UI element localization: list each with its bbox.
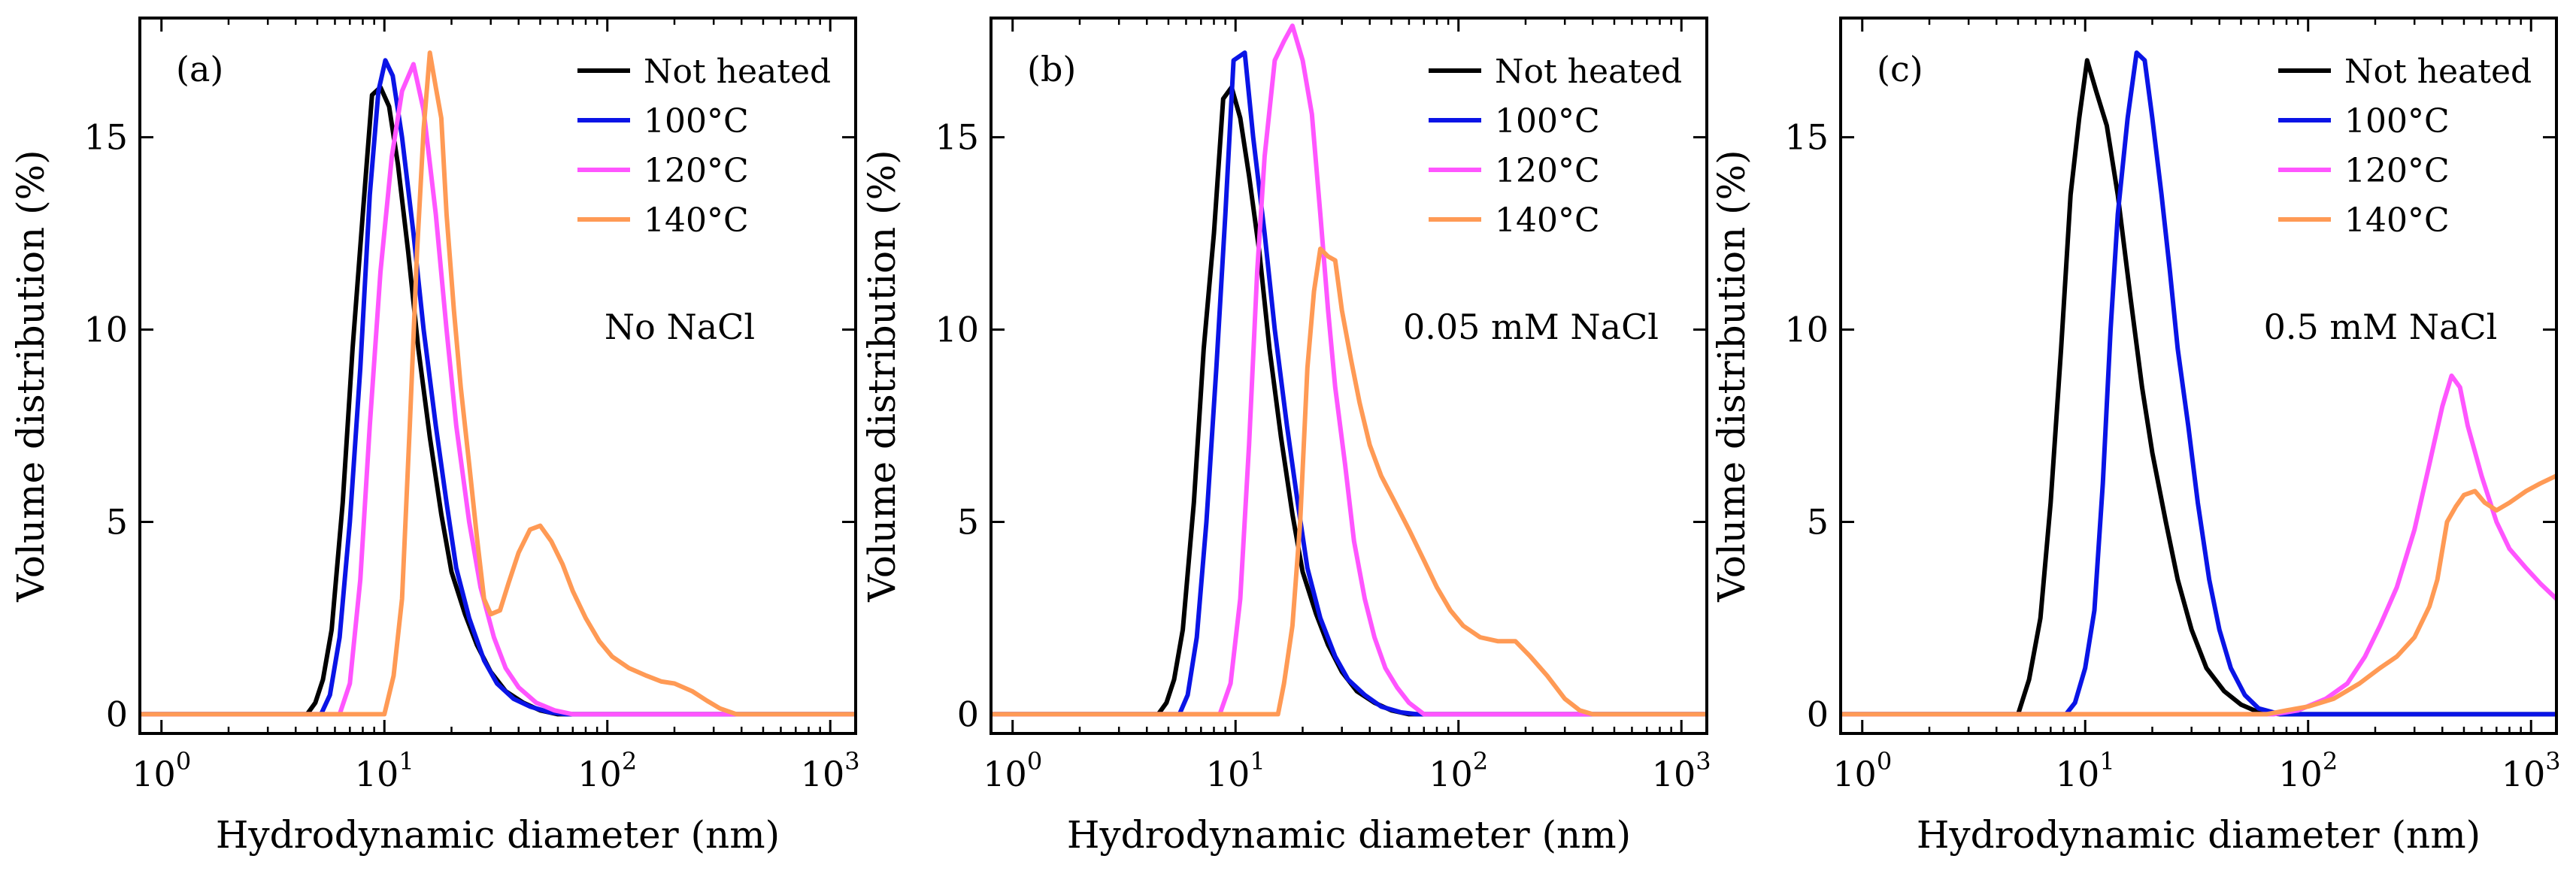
x-tick-label: 102 [577, 747, 637, 794]
panel-a-y-axis-label: Volume distribution (%) [9, 150, 53, 602]
legend-label: 120°C [2344, 152, 2450, 190]
legend-label: 120°C [644, 152, 749, 190]
panel-c-annotation: 0.5 mM NaCl [2264, 307, 2498, 347]
legend-label: 140°C [2344, 201, 2450, 240]
series-line [1841, 373, 2556, 717]
y-tick-label: 5 [106, 501, 128, 542]
panel-a-lines [140, 50, 856, 717]
panel-b-x-axis-label: Hydrodynamic diameter (nm) [1067, 813, 1631, 857]
panel-c: 100 101 102 103 0 5 10 15 Volume distribution (… [1710, 17, 2561, 857]
legend-label: 140°C [1495, 201, 1600, 240]
x-tick-label: 103 [1652, 747, 1711, 794]
panel-a-label: (a) [176, 49, 223, 89]
x-tick-label: 103 [2502, 747, 2561, 794]
panel-b-y-axis-label: Volume distribution (%) [860, 150, 904, 602]
x-tick-label: 101 [355, 747, 414, 794]
series-line [991, 23, 1707, 717]
legend-label: Not heated [2344, 53, 2532, 91]
panel-b-annotation: 0.05 mM NaCl [1403, 307, 1659, 347]
y-tick-label: 10 [935, 310, 979, 350]
y-tick-label: 0 [106, 694, 128, 734]
x-tick-label: 102 [2278, 747, 2338, 794]
x-tick-label: 100 [983, 747, 1042, 794]
panel-a-axes-box [138, 17, 857, 735]
legend-label: 100°C [2344, 102, 2450, 141]
y-tick-label: 0 [957, 694, 979, 734]
series-line [991, 246, 1707, 717]
panel-c-legend: Not heated 100°C 120°C 140°C [2278, 53, 2532, 240]
panel-b-axes-box [989, 17, 1708, 735]
y-tick-label: 10 [1784, 310, 1829, 350]
y-tick-label: 15 [1784, 117, 1829, 158]
panel-a-legend: Not heated 100°C 120°C 140°C [577, 53, 831, 240]
panel-c-tick-labels: 100 101 102 103 0 5 10 15 [1784, 117, 2560, 794]
series-line [1841, 50, 2556, 717]
series-line [1841, 58, 2556, 717]
x-tick-label: 100 [132, 747, 191, 794]
series-line [1841, 473, 2556, 717]
series-line [140, 58, 856, 717]
x-tick-label: 100 [1832, 747, 1892, 794]
y-tick-label: 5 [957, 501, 979, 542]
panel-a-annotation: No NaCl [605, 307, 755, 347]
panel-c-x-axis-label: Hydrodynamic diameter (nm) [1917, 813, 2481, 857]
y-tick-label: 15 [935, 117, 979, 158]
panel-a-tick-labels: 100 101 102 103 0 5 10 15 [83, 117, 859, 794]
y-tick-label: 0 [1807, 694, 1829, 734]
x-tick-label: 102 [1429, 747, 1488, 794]
panel-c-axes-box [1839, 17, 2558, 735]
legend-label: 100°C [644, 102, 749, 141]
x-tick-label: 101 [2056, 747, 2115, 794]
panel-b-lines [991, 23, 1707, 717]
panel-b: 100 101 102 103 0 5 10 15 Volume distribution (… [860, 17, 1711, 857]
x-tick-label: 103 [801, 747, 860, 794]
panel-b-label: (b) [1027, 49, 1076, 89]
legend-label: Not heated [1495, 53, 1682, 91]
panel-c-y-axis-label: Volume distribution (%) [1710, 150, 1753, 602]
series-line [991, 50, 1707, 717]
panel-b-legend: Not heated 100°C 120°C 140°C [1429, 53, 1682, 240]
panel-c-lines [1841, 50, 2556, 717]
legend-label: 120°C [1495, 152, 1600, 190]
series-line [140, 50, 856, 717]
panel-b-tick-labels: 100 101 102 103 0 5 10 15 [935, 117, 1711, 794]
y-tick-label: 15 [83, 117, 128, 158]
legend-label: 140°C [644, 201, 749, 240]
series-line [140, 62, 856, 717]
panel-a: 100 101 102 103 0 5 10 15 Volume distribution (… [9, 17, 860, 857]
panel-c-label: (c) [1877, 49, 1923, 89]
panel-a-x-axis-label: Hydrodynamic diameter (nm) [216, 813, 780, 857]
x-tick-label: 101 [1206, 747, 1265, 794]
legend-label: Not heated [644, 53, 831, 91]
y-tick-label: 5 [1807, 501, 1829, 542]
legend-label: 100°C [1495, 102, 1600, 141]
y-tick-label: 10 [83, 310, 128, 350]
